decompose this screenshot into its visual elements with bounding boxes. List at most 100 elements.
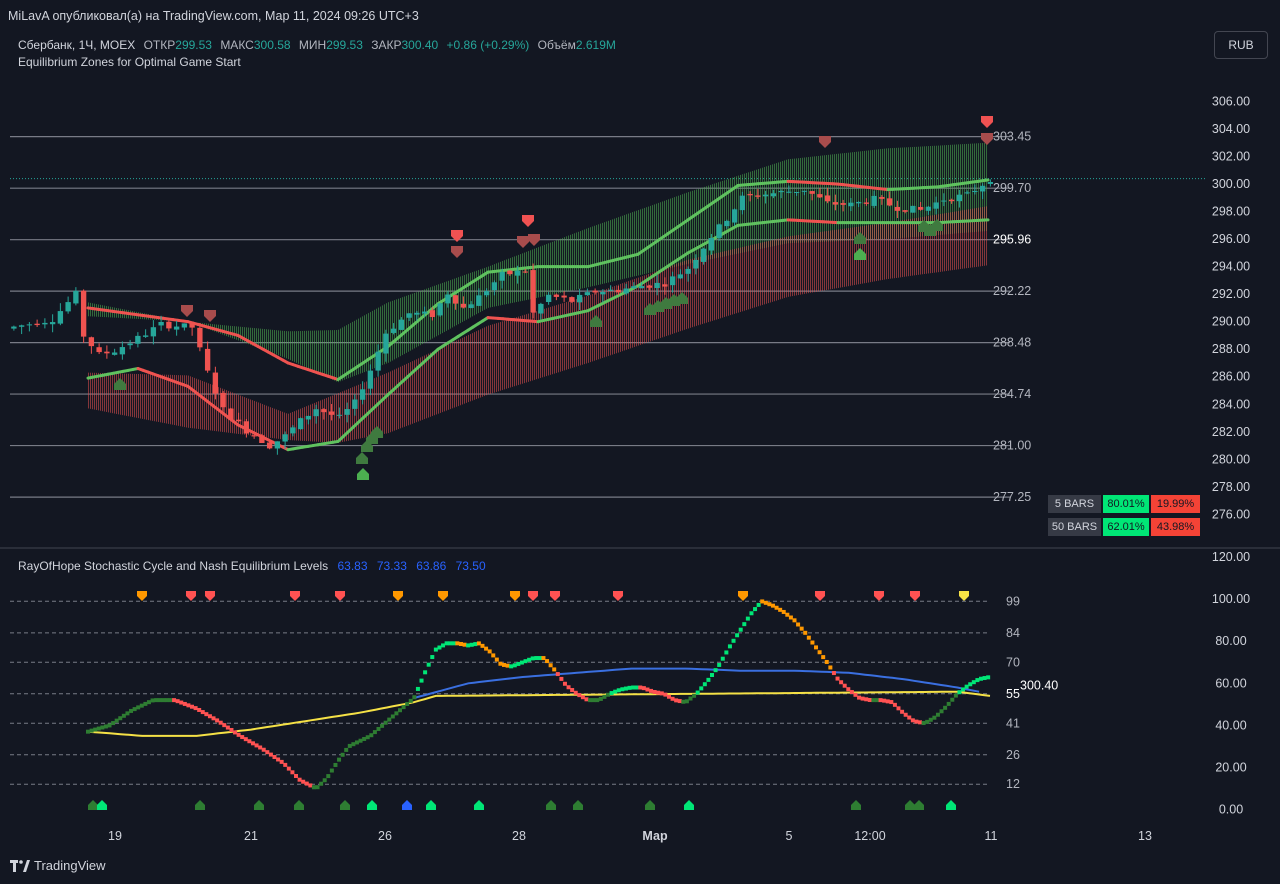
- stochastic-step: [448, 641, 453, 646]
- candle-body: [491, 282, 498, 291]
- candle-body: [545, 294, 552, 303]
- candle-body: [584, 292, 591, 296]
- candle-body: [654, 282, 660, 289]
- candle-body: [421, 311, 428, 314]
- stochastic-step: [953, 693, 958, 698]
- stochastic-step: [914, 719, 919, 724]
- stochastic-step: [233, 730, 238, 735]
- time-axis-label: 11: [985, 829, 998, 843]
- stochastic-step: [279, 759, 284, 764]
- candle-body: [801, 190, 808, 192]
- stochastic-step: [466, 643, 471, 648]
- stochastic-step: [595, 698, 600, 703]
- symbol-name[interactable]: Сбербанк, 1Ч, MOEX: [18, 38, 136, 52]
- stochastic-step: [541, 656, 546, 661]
- oscillator-price-label: 300.40: [1020, 678, 1058, 692]
- stochastic-step: [623, 686, 628, 691]
- stochastic-step: [810, 640, 815, 645]
- stochastic-step: [236, 732, 241, 737]
- stochastic-step: [516, 661, 521, 666]
- stochastic-step: [638, 685, 643, 690]
- oscillator-value: 63.86: [416, 559, 447, 573]
- stochastic-step: [458, 642, 463, 647]
- oscillator-axis-label: 120.00: [1212, 550, 1250, 564]
- candle-body: [948, 199, 955, 202]
- stochastic-step: [530, 656, 535, 661]
- buy-signal-icon: [357, 468, 369, 480]
- cycle-top-icon: [815, 591, 825, 601]
- stochastic-step: [161, 698, 166, 703]
- sell-signal-icon: [517, 236, 529, 248]
- stochastic-step: [982, 676, 987, 681]
- price-axis-label: 288.00: [1212, 342, 1250, 356]
- stochastic-step: [627, 685, 632, 690]
- candle-body: [739, 195, 746, 211]
- stochastic-step: [900, 709, 905, 714]
- stochastic-step: [767, 602, 772, 607]
- brand-logo[interactable]: TradingView: [10, 858, 106, 873]
- stochastic-step: [756, 602, 761, 607]
- price-axis-label: 306.00: [1212, 95, 1250, 109]
- price-axis-label: 302.00: [1212, 150, 1250, 164]
- stochastic-step: [412, 695, 417, 700]
- candle-body: [173, 326, 180, 330]
- stochastic-step: [107, 723, 112, 728]
- oscillator-title[interactable]: RayOfHope Stochastic Cycle and Nash Equi…: [18, 559, 329, 573]
- price-pane[interactable]: 306.00 304.00 302.00 300.00 298.00 296.00 294.…: [10, 95, 1250, 522]
- candle-body: [251, 435, 257, 437]
- cycle-top-icon: [959, 591, 969, 601]
- candle-body: [437, 303, 443, 316]
- stochastic-step: [763, 600, 768, 605]
- stochastic-step: [742, 622, 747, 627]
- stochastic-step: [871, 698, 876, 703]
- stochastic-step: [423, 670, 428, 675]
- stochastic-step: [702, 682, 707, 687]
- stochastic-step: [329, 768, 334, 773]
- stochastic-step: [451, 641, 456, 646]
- stochastic-step: [559, 676, 564, 681]
- stochastic-step: [100, 725, 105, 730]
- cycle-top-icon: [438, 591, 448, 601]
- stochastic-step: [878, 698, 883, 703]
- candle-body: [933, 202, 939, 209]
- stochastic-step: [358, 738, 363, 743]
- candle-body: [607, 289, 614, 291]
- candle-body: [677, 274, 684, 279]
- oscillator-axis-label: 20.00: [1215, 760, 1246, 774]
- stochastic-step: [408, 698, 413, 703]
- stochastic-step: [129, 708, 134, 713]
- candle-body: [96, 347, 102, 353]
- stochastic-step: [415, 686, 420, 691]
- candle-body: [685, 268, 691, 274]
- candle-body: [452, 295, 459, 304]
- candle-body: [600, 291, 606, 295]
- stochastic-step: [774, 605, 779, 610]
- stochastic-step: [172, 698, 177, 703]
- stochastic-step: [620, 687, 625, 692]
- stochastic-step: [745, 616, 750, 621]
- stochastic-step: [111, 721, 116, 726]
- stochastic-step: [849, 690, 854, 695]
- stochastic-step: [272, 755, 277, 760]
- currency-button[interactable]: RUB: [1214, 31, 1268, 59]
- stochastic-step: [480, 643, 485, 648]
- stochastic-step: [315, 785, 320, 790]
- level-label: 299.70: [993, 181, 1031, 195]
- stochastic-step: [494, 657, 499, 662]
- stochastic-step: [548, 663, 553, 668]
- oscillator-pane[interactable]: 120.00 100.00 80.00 60.00 40.00 20.00 0.00 99 84…: [10, 550, 1250, 816]
- oscillator-legend: RayOfHope Stochastic Cycle and Nash Equi…: [18, 559, 492, 573]
- candle-body: [483, 291, 490, 296]
- time-axis[interactable]: 19 21 26 28 Мар 5 12:00 11 13: [108, 829, 1152, 843]
- stochastic-step: [817, 650, 822, 655]
- candle-body: [724, 220, 730, 227]
- price-axis-label: 280.00: [1212, 452, 1250, 466]
- stochastic-step: [645, 687, 650, 692]
- indicator-title[interactable]: Equilibrium Zones for Optimal Game Start: [18, 55, 241, 69]
- candle-body: [693, 259, 699, 269]
- candle-body: [917, 207, 924, 210]
- stochastic-step: [695, 690, 700, 695]
- stochastic-step: [398, 708, 403, 713]
- stochastic-step: [365, 735, 370, 740]
